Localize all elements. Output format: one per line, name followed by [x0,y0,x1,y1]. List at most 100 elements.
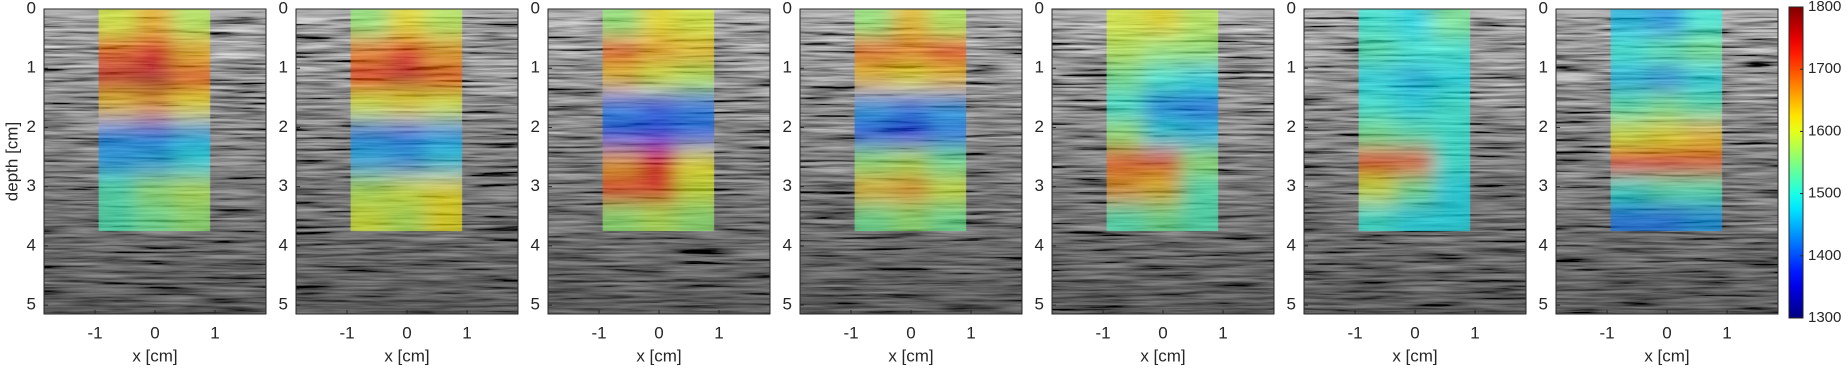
overlay [350,9,463,232]
heat-cell [98,9,137,38]
panel: -1 0 1 0 1 2 3 4 5 x [cm] [1287,0,1527,365]
y-tick-label: 2 [1539,117,1548,136]
heat-cell [98,120,137,149]
heat-cell [639,9,678,38]
heat-cell [1610,203,1649,232]
heat-cell [425,203,463,232]
heat-cell [173,9,211,38]
heat-cell [98,175,137,204]
x-axis-label: x [cm] [1140,346,1185,365]
heat-cell [1143,64,1182,93]
colorbar-tick-label: 1800 [1808,0,1841,15]
y-tick-label: 0 [279,0,288,17]
heat-cell [677,36,715,66]
overlay [1358,9,1471,232]
heat-cell [1181,203,1219,232]
heat-cell [929,120,967,149]
heat-cell [1106,64,1145,93]
heat-cell [854,203,893,232]
colorbar-tick-label: 1300 [1808,309,1841,326]
panel: -1 0 1 0 1 2 3 4 5 x [cm] [1035,0,1275,365]
heat-cell [1395,92,1434,121]
heat-cell [1358,120,1397,149]
heat-cell [1395,64,1434,93]
heat-cell [173,147,211,177]
heat-cell [929,175,967,204]
heat-cell [1143,203,1182,232]
y-tick-label: 0 [27,0,36,17]
y-tick-label: 3 [1287,176,1296,195]
heat-cell [173,175,211,204]
x-tick-label: 0 [1410,323,1419,342]
heat-cell [602,9,641,38]
y-tick-label: 4 [531,235,540,254]
panel: -1 0 1 0 1 2 3 4 5 x [cm] [1539,0,1779,365]
y-tick-label: 5 [279,295,288,314]
y-tick-label: 4 [1539,235,1548,254]
heat-cell [98,203,137,232]
heat-cell [135,120,174,149]
y-tick-label: 3 [27,176,36,195]
overlay-cells [1610,9,1723,232]
heat-cell [602,147,641,177]
heat-cell [891,92,930,121]
heat-cell [639,120,678,149]
heat-cell [1106,147,1145,177]
heat-cell [677,203,715,232]
heat-cell [854,175,893,204]
heat-cell [929,147,967,177]
heat-cell [1610,175,1649,204]
x-tick-label: 0 [150,323,159,342]
y-tick-label: 2 [27,117,36,136]
y-tick-label: 4 [279,235,288,254]
heat-cell [639,92,678,121]
x-tick-label: 0 [1662,323,1671,342]
x-tick-label: 1 [1470,323,1479,342]
heat-cell [929,64,967,93]
y-tick-label: 5 [783,295,792,314]
heat-cell [1685,64,1723,93]
y-tick-label: 1 [27,58,36,77]
heat-cell [135,175,174,204]
x-tick-label: 1 [210,323,219,342]
overlay-cells [602,9,715,232]
panel: -1 0 1 0 1 2 3 4 5 x [cm] [783,0,1023,365]
x-tick-label: 1 [1218,323,1227,342]
heat-cell [929,92,967,121]
y-tick-label: 0 [783,0,792,17]
y-tick-label: 0 [1539,0,1548,17]
overlay-cells [854,9,967,232]
heat-cell [677,92,715,121]
heat-cell [387,64,426,93]
heat-cell [425,9,463,38]
heat-cell [350,203,389,232]
heat-cell [135,147,174,177]
heat-cell [425,147,463,177]
heat-cell [1433,92,1471,121]
heat-cell [854,92,893,121]
x-tick-label: 1 [1722,323,1731,342]
heat-cell [1610,64,1649,93]
heat-cell [1647,175,1686,204]
heat-cell [135,36,174,66]
heat-cell [350,120,389,149]
heat-cell [1610,36,1649,66]
colorbar-tick-label: 1700 [1808,60,1841,77]
heat-cell [1433,147,1471,177]
heat-cell [1685,203,1723,232]
heat-cell [1685,36,1723,66]
heat-cell [98,36,137,66]
heat-cell [1647,92,1686,121]
heat-cell [1395,175,1434,204]
heat-cell [677,147,715,177]
overlay-cells [98,9,211,232]
heat-cell [1433,36,1471,66]
heat-cell [1106,120,1145,149]
overlay-cells [1358,9,1471,232]
heat-cell [1685,175,1723,204]
heat-cell [1106,92,1145,121]
x-axis-label: x [cm] [384,346,429,365]
heat-cell [350,64,389,93]
heat-cell [1433,203,1471,232]
y-tick-label: 2 [1035,117,1044,136]
